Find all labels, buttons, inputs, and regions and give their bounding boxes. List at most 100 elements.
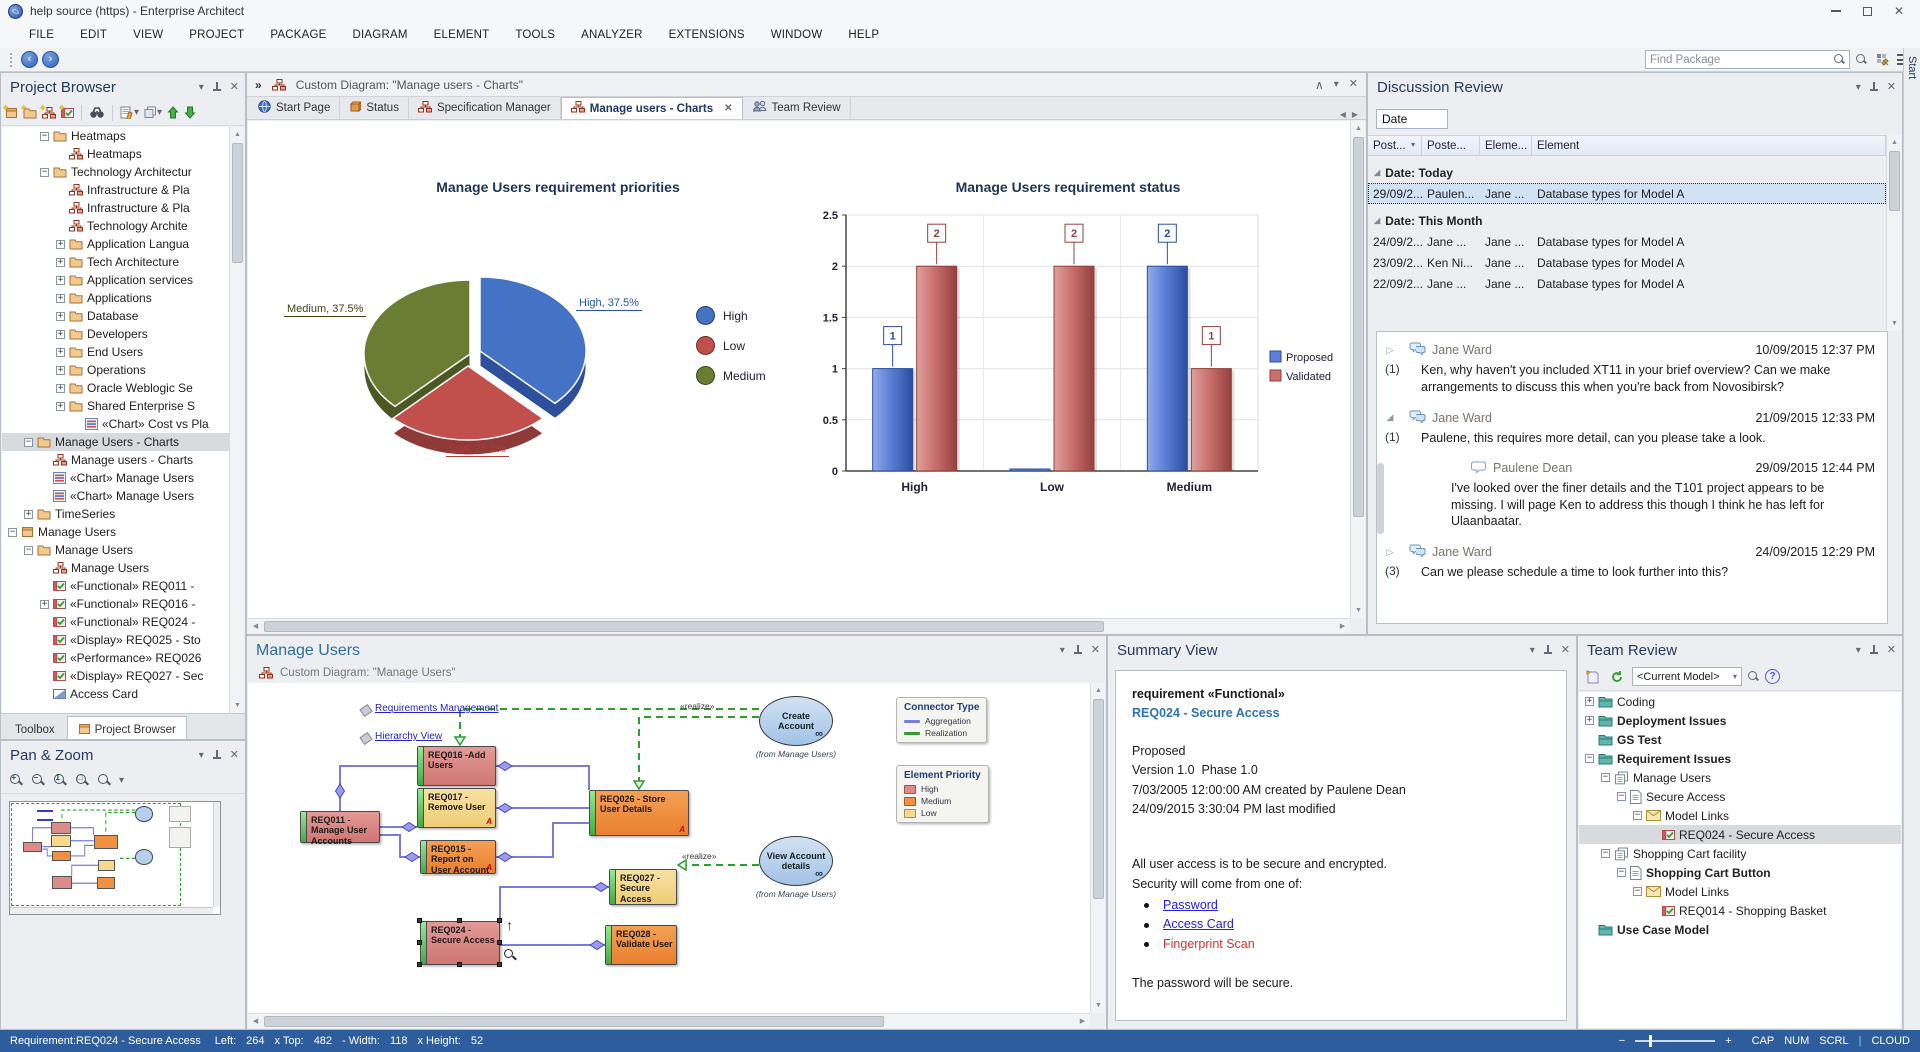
pin-icon[interactable] — [1869, 82, 1878, 93]
tree-item[interactable]: Technology Archite — [2, 217, 229, 235]
forward-button[interactable]: › — [42, 51, 59, 68]
selection-handle[interactable] — [497, 940, 502, 945]
expand-toggle[interactable]: + — [1585, 715, 1594, 725]
expand-toggle[interactable]: + — [56, 346, 65, 357]
tree-item[interactable]: «Display» REQ025 - Sto — [2, 631, 229, 649]
find-in-browser-icon[interactable] — [89, 104, 105, 122]
diagram-hyperlink[interactable]: Hierarchy View — [360, 731, 442, 742]
pin-icon[interactable] — [1869, 645, 1878, 656]
panel-menu-icon[interactable]: ▾ — [1855, 644, 1861, 656]
element-link[interactable]: REQ024 - Secure Access — [1132, 706, 1280, 721]
message-expand-icon[interactable]: ▷ — [1386, 546, 1394, 557]
close-view-icon[interactable]: ✕ — [1348, 78, 1358, 90]
selection-handle[interactable] — [497, 962, 502, 967]
discussion-message[interactable]: ▷ Jane Ward 10/09/2015 12:37 PM (1) Ken, why… — [1377, 342, 1875, 396]
column-header[interactable]: Post... ▼ — [1368, 136, 1422, 155]
tree-item[interactable]: + Application Langua — [2, 235, 229, 253]
tree-item[interactable]: + Operations — [2, 361, 229, 379]
toggle-cap[interactable]: CAP — [1751, 1035, 1775, 1047]
expand-toggle[interactable]: − — [1633, 810, 1642, 820]
pin-icon[interactable] — [212, 82, 221, 93]
tree-item[interactable]: «Chart» Manage Users — [2, 469, 229, 487]
close-panel-icon[interactable]: ✕ — [1090, 644, 1100, 656]
toggle-scrl[interactable]: SCRL — [1819, 1035, 1849, 1047]
tree-item[interactable]: − Model Links — [1579, 882, 1901, 901]
use-case-ellipse[interactable]: View Account details ∞ — [759, 836, 833, 886]
expand-toggle[interactable]: − — [1617, 867, 1626, 877]
expand-toggle[interactable]: + — [56, 274, 65, 285]
menu-edit[interactable]: EDIT — [80, 29, 108, 41]
tree-item[interactable]: GS Test — [1579, 730, 1901, 749]
new-diagram-icon[interactable]: ✦ — [39, 103, 56, 122]
tree-item[interactable]: + Oracle Weblogic Se — [2, 379, 229, 397]
diagram-node-req011[interactable]: REQ011 - Manage User Accounts — [300, 811, 380, 846]
tree-item[interactable]: − Shopping Cart Button — [1579, 863, 1901, 882]
maximize-button[interactable] — [1862, 6, 1872, 16]
selection-handle[interactable] — [497, 918, 502, 923]
tree-item[interactable]: − Manage Users — [1579, 768, 1901, 787]
expand-toggle[interactable]: + — [24, 508, 33, 519]
expand-toggle[interactable]: − — [40, 166, 49, 177]
zoom-dropdown-icon[interactable]: ▾ — [119, 774, 125, 786]
use-case-ellipse[interactable]: Create Account ∞ — [759, 696, 833, 746]
tree-item[interactable]: − Secure Access — [1579, 787, 1901, 806]
panel-menu-icon[interactable]: ▾ — [1059, 644, 1065, 656]
tree-item[interactable]: − Requirement Issues — [1579, 749, 1901, 768]
zoom-slider[interactable] — [1635, 1035, 1716, 1047]
discussion-message[interactable]: Paulene Dean 29/09/2015 12:44 PM I've look… — [1377, 461, 1875, 535]
diagram-node-req026[interactable]: REQ026 - Store User Details A — [589, 790, 689, 836]
start-side-tab[interactable]: Start — [1906, 56, 1918, 80]
expand-toggle[interactable]: + — [56, 238, 65, 249]
menu-tools[interactable]: TOOLS — [515, 29, 556, 41]
security-option-access-card[interactable]: Access Card — [1163, 917, 1234, 932]
tree-item[interactable]: «Chart» Manage Users — [2, 487, 229, 505]
search-icon[interactable] — [1748, 671, 1759, 682]
discussion-row[interactable]: 23/09/2... Ken Ni... Jane ... Database type… — [1373, 255, 1685, 270]
date-group-row[interactable]: ◢ Date: Today — [1374, 165, 1453, 180]
new-topic-icon[interactable] — [1584, 668, 1602, 686]
tree-item[interactable]: Access Card — [2, 685, 229, 703]
discussion-row[interactable]: 22/09/2... Jane ... Jane ... Database types… — [1373, 276, 1685, 291]
expand-toggle[interactable]: − — [1633, 886, 1642, 896]
model-search-icon[interactable] — [1856, 54, 1867, 65]
tree-item[interactable]: + Application services — [2, 271, 229, 289]
expand-toggle[interactable]: + — [40, 598, 49, 609]
close-button[interactable]: ✕ — [1893, 4, 1904, 18]
message-expand-icon[interactable]: ▷ — [1386, 344, 1394, 355]
refresh-icon[interactable] — [1608, 668, 1626, 686]
diagram-node-req017[interactable]: REQ017 -Remove User A — [417, 788, 496, 828]
discussion-message[interactable]: ▷ Jane Ward 24/09/2015 12:29 PM (3) Can we p… — [1377, 544, 1875, 581]
menu-project[interactable]: PROJECT — [189, 29, 245, 41]
project-tree-scrollbar[interactable]: ▲ ▼ — [229, 127, 244, 713]
expand-toggle[interactable]: − — [24, 436, 33, 447]
close-panel-icon[interactable]: ✕ — [229, 81, 239, 93]
diagram-node-req027[interactable]: REQ027 - Secure Access — [609, 869, 677, 905]
expand-toggle[interactable]: − — [1617, 791, 1626, 801]
tree-item[interactable]: − Heatmaps — [2, 127, 229, 145]
diagram-node-req028[interactable]: REQ028 - Validate User — [605, 925, 677, 965]
expand-toggle[interactable]: + — [56, 364, 65, 375]
selection-handle[interactable] — [417, 940, 422, 945]
diagram-hyperlink[interactable]: Requirements Management — [360, 703, 498, 714]
tree-item[interactable]: − Manage Users - Charts — [2, 433, 229, 451]
pin-icon[interactable] — [1073, 645, 1082, 656]
tree-item[interactable]: Manage Users — [2, 559, 229, 577]
charts-vscrollbar[interactable]: ▲ ▼ — [1350, 121, 1365, 618]
menu-package[interactable]: PACKAGE — [270, 29, 327, 41]
discussion-message[interactable]: ◢ Jane Ward 21/09/2015 12:33 PM (1) Paulene,… — [1377, 410, 1875, 447]
expand-toggle[interactable]: + — [56, 310, 65, 321]
expand-toggle[interactable]: + — [56, 292, 65, 303]
new-element-icon[interactable]: ✦ — [58, 103, 74, 122]
menu-view[interactable]: VIEW — [133, 29, 164, 41]
header-menu-icon[interactable]: ▾ — [1333, 78, 1339, 90]
menu-analyzer[interactable]: ANALYZER — [581, 29, 643, 41]
zoom-out-icon[interactable]: − — [31, 773, 46, 788]
panel-menu-icon[interactable]: ▾ — [198, 749, 204, 761]
tab-manage-users-charts[interactable]: Manage users - Charts ✕ — [560, 97, 743, 119]
menu-help[interactable]: HELP — [848, 29, 880, 41]
diagram-node-req024[interactable]: REQ024 - Secure Access — [420, 921, 500, 965]
tree-item[interactable]: − Manage Users — [2, 523, 229, 541]
portals-icon[interactable] — [1873, 51, 1891, 69]
expand-toggle[interactable]: + — [56, 400, 65, 411]
zoom-in-icon[interactable]: + — [9, 773, 24, 788]
